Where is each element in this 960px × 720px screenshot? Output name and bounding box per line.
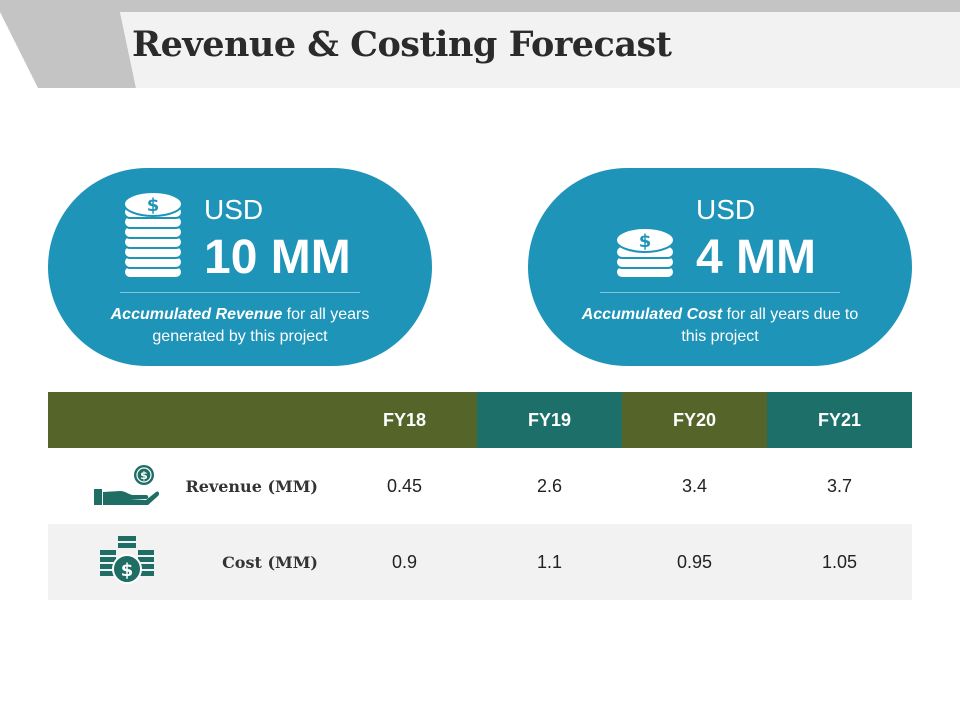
divider [600, 292, 840, 293]
column-header-fy20: FY20 [622, 392, 767, 448]
row-label-cell: $ Revenue (MM) [48, 448, 332, 524]
page-title: Revenue & Costing Forecast [132, 24, 672, 65]
cost-currency: USD [696, 194, 756, 225]
cost-description-emphasis: Accumulated Cost [581, 306, 723, 323]
revenue-description: Accumulated Revenue for all years genera… [88, 304, 392, 348]
table-cell: 3.4 [681, 475, 708, 496]
divider [120, 292, 360, 293]
svg-text:$: $ [147, 195, 160, 216]
column-header-fy21: FY21 [767, 392, 912, 448]
column-header-fy19: FY19 [477, 392, 622, 448]
cost-description: Accumulated Cost for all years due to th… [568, 304, 872, 348]
revenue-description-emphasis: Accumulated Revenue [110, 306, 283, 323]
hand-money-icon: $ [94, 465, 160, 505]
table-cell: 0.9 [391, 551, 418, 572]
cost-amount: 4 MM [696, 231, 816, 284]
table-cell: 0.45 [386, 475, 423, 496]
table-cell: 2.6 [536, 475, 563, 496]
cost-summary-card: $ USD 4 MM Accumulated Cost for all year… [528, 168, 912, 366]
coin-stack-icon: $ [615, 227, 675, 279]
svg-text:$: $ [140, 469, 148, 482]
table-row-revenue: $ Revenue (MM) 0.45 2.6 3.4 3.7 [48, 448, 912, 524]
table-cell: 1.05 [821, 551, 858, 572]
header-band-shapes [0, 0, 960, 88]
cost-description-rest: for all years due to this project [681, 306, 859, 345]
revenue-currency: USD [204, 194, 264, 225]
svg-text:$: $ [121, 560, 134, 581]
table-header-row: FY18 FY19 FY20 FY21 [48, 392, 912, 448]
row-label-cell: $ Cost (MM) [48, 524, 332, 600]
forecast-table: FY18 FY19 FY20 FY21 $ Revenue (MM) 0.45 … [48, 392, 912, 600]
revenue-amount: 10 MM [204, 231, 351, 284]
table-cell: 1.1 [536, 551, 563, 572]
table-cell: 0.95 [676, 551, 713, 572]
cash-stack-icon: $ [100, 536, 154, 584]
table-cell: 3.7 [826, 475, 853, 496]
row-label-cost: Cost (MM) [222, 552, 318, 572]
svg-text:$: $ [639, 231, 652, 252]
row-label-revenue: Revenue (MM) [185, 476, 318, 496]
header-corner-cell [48, 392, 332, 448]
header-band [0, 0, 960, 88]
revenue-description-rest: for all years generated by this project [152, 306, 370, 345]
revenue-summary-card: $ USD 10 MM Accumulated Revenue for all … [48, 168, 432, 366]
coin-stack-icon: $ [123, 191, 183, 279]
table-row-cost: $ Cost (MM) 0.9 1.1 0.95 1.05 [48, 524, 912, 600]
column-header-fy18: FY18 [332, 392, 477, 448]
